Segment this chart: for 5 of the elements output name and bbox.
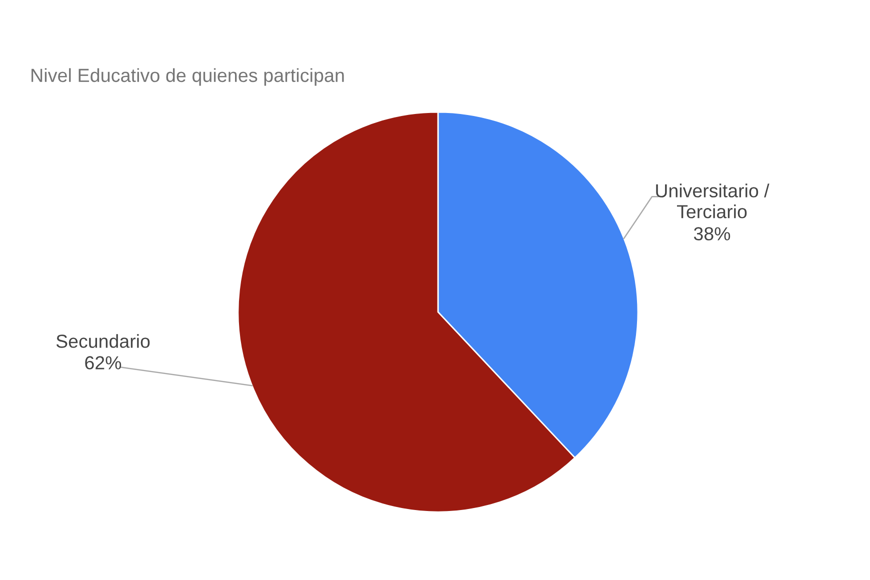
slice-label: Universitario / Terciario (656, 184, 770, 218)
slice-label: Secundario (56, 334, 150, 348)
chart-title: Nivel Educativo de quienes participan (32, 68, 344, 86)
data-label: 62% (85, 356, 122, 370)
data-label: 38% (694, 227, 730, 240)
